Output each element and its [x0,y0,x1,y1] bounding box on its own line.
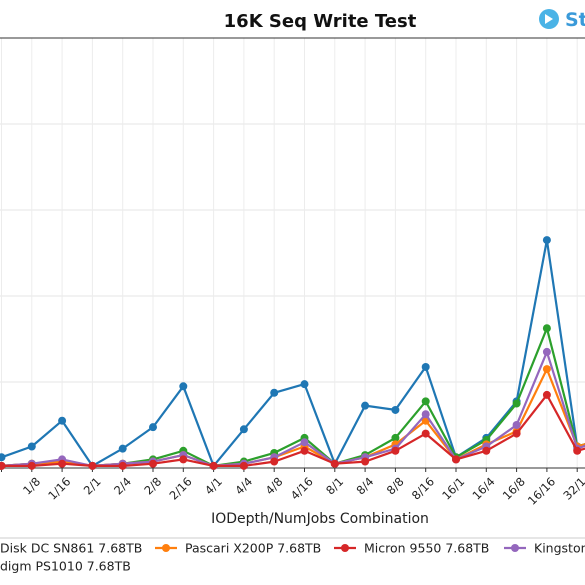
x-tick-label: 8/8 [384,474,407,497]
legend-label: Disk DC SN861 7.68TB [0,541,142,556]
data-point [361,457,370,466]
data-point [421,362,430,371]
x-tick-label: 2/1 [81,474,104,497]
data-point [512,421,521,429]
data-point [179,455,188,464]
data-point [421,429,430,438]
data-point [149,423,157,432]
legend: Disk DC SN861 7.68TB Pascari X200P 7.68TB… [0,537,585,574]
legend-swatch-marker [162,544,170,552]
data-point [391,405,400,414]
series-0 [0,236,585,470]
data-point [542,390,551,399]
x-tick-label: 4/4 [232,474,255,497]
x-tick-label: 4/8 [263,474,286,497]
x-tick-label: 16/4 [469,474,497,502]
data-point [58,459,67,468]
series-2 [0,390,585,470]
data-point [270,457,279,466]
brand-logo: St [539,9,585,31]
data-point [270,388,279,397]
legend-item-2: Micron 9550 7.68TB [334,541,489,556]
data-point [542,365,551,374]
x-tick-label: 16/8 [500,474,528,502]
data-point [27,442,36,451]
data-point [573,446,582,455]
gridlines [0,37,585,469]
data-point [0,453,6,462]
data-point [421,410,430,419]
legend-item-4: digm PS1010 7.68TB [0,559,131,574]
chart-title: 16K Seq Write Test [224,11,417,32]
legend-label: Pascari X200P 7.68TB [185,541,321,556]
series-line [1,239,585,467]
x-tick-label: 4/16 [288,474,316,502]
x-tick-label: 8/1 [323,474,346,497]
x-tick-label: 2/16 [166,474,194,502]
plot-frame [0,37,585,472]
legend-label: digm PS1010 7.68TB [0,559,131,574]
data-point [421,397,430,406]
data-point [239,425,248,434]
data-point [542,236,551,245]
series-line [1,368,585,467]
data-point [300,380,309,389]
brand-text: St [565,9,585,31]
data-point [149,459,157,468]
data-point [88,461,97,470]
legend-item-3: Kingston [504,541,585,556]
data-point [482,446,491,455]
data-point [330,459,339,468]
legend-label: Micron 9550 7.68TB [364,541,489,556]
data-point [542,347,551,356]
x-tick-labels: 1/8 1/16 2/1 2/4 2/8 2/16 4/1 4/4 4/8 4/16 8/1 8/4 8… [20,474,585,507]
legend-swatch-marker [511,544,519,552]
data-point [179,382,188,391]
data-point [209,461,218,470]
data-point [391,433,400,442]
data-point [118,461,127,470]
data-point [512,399,521,408]
data-point [542,324,551,333]
data-point [239,461,248,470]
data-point [300,446,309,455]
data-point [27,461,36,470]
legend-item-0: Disk DC SN861 7.68TB [0,541,142,556]
x-tick-label: 32/1 [560,474,585,502]
x-tick-label: 16/16 [525,474,558,507]
x-tick-label: 1/16 [45,474,73,502]
data-point [452,455,460,464]
x-tick-label: 16/1 [439,474,467,502]
x-tick-label: 2/8 [141,474,164,497]
data-point [512,429,521,438]
legend-item-1: Pascari X200P 7.68TB [155,541,321,556]
legend-swatch-marker [341,544,349,552]
series-layer [0,236,585,470]
series-line [1,350,585,467]
data-point [300,438,309,447]
data-point [118,444,127,453]
data-point [391,446,400,455]
data-point [58,416,67,425]
x-tick-label: 1/8 [20,474,43,497]
x-tick-label: 4/1 [202,474,225,497]
data-point [0,461,6,470]
series-line [1,393,585,467]
x-tick-label: 8/16 [409,474,437,502]
x-tick-label: 2/4 [111,474,134,497]
x-tick-label: 8/4 [353,474,376,497]
data-point [361,401,370,410]
x-axis-label: IODepth/NumJobs Combination [211,511,429,527]
brand-logo-mark [545,14,553,24]
legend-label: Kingston [534,541,585,556]
